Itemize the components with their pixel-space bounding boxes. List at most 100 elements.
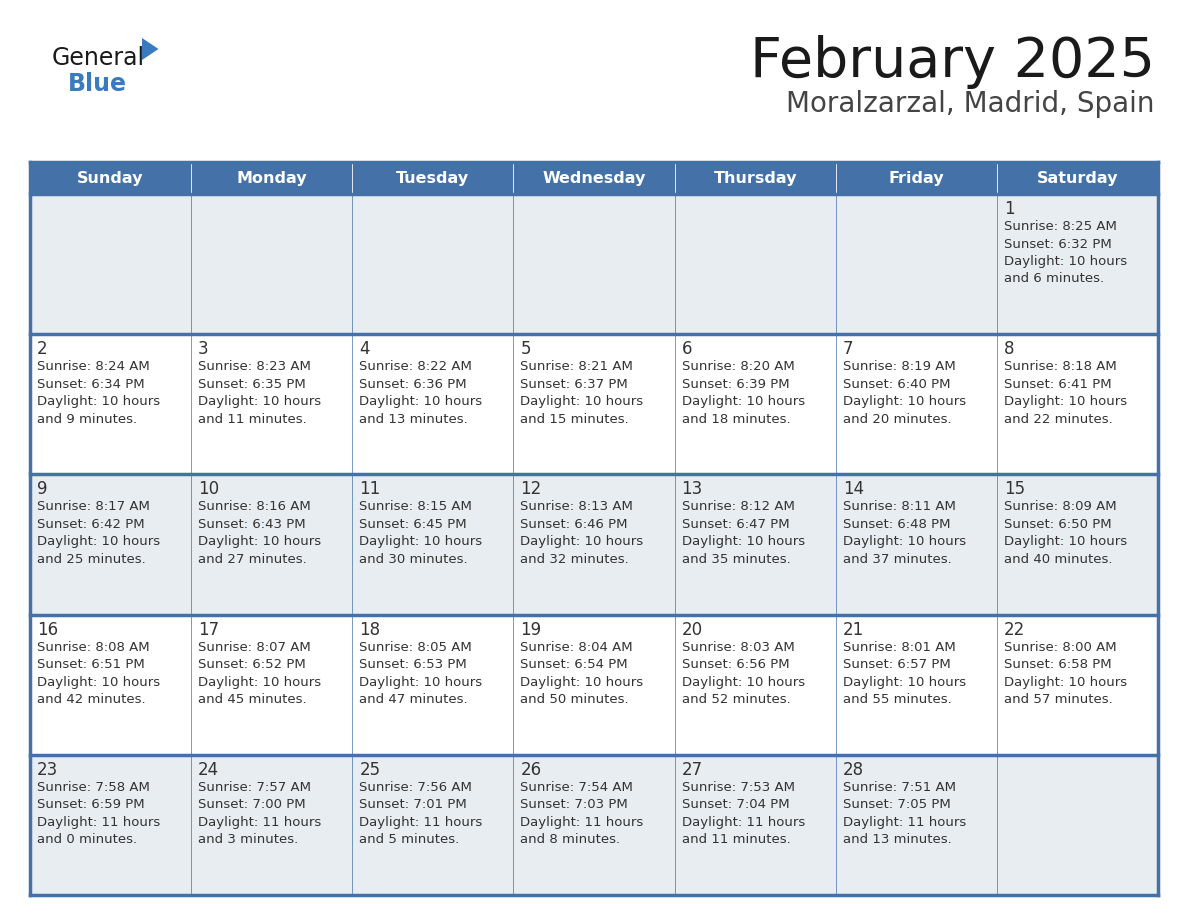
Text: Sunset: 6:36 PM: Sunset: 6:36 PM bbox=[359, 377, 467, 391]
Text: and 5 minutes.: and 5 minutes. bbox=[359, 834, 460, 846]
Text: 5: 5 bbox=[520, 341, 531, 358]
Text: Sunset: 6:34 PM: Sunset: 6:34 PM bbox=[37, 377, 145, 391]
Text: Sunset: 6:59 PM: Sunset: 6:59 PM bbox=[37, 799, 145, 812]
Text: Sunrise: 8:15 AM: Sunrise: 8:15 AM bbox=[359, 500, 472, 513]
Text: Sunrise: 8:23 AM: Sunrise: 8:23 AM bbox=[198, 360, 311, 374]
Text: Daylight: 10 hours: Daylight: 10 hours bbox=[1004, 396, 1127, 409]
Text: Daylight: 10 hours: Daylight: 10 hours bbox=[1004, 255, 1127, 268]
Text: Sunset: 7:03 PM: Sunset: 7:03 PM bbox=[520, 799, 628, 812]
Text: 1: 1 bbox=[1004, 200, 1015, 218]
Text: Sunrise: 8:08 AM: Sunrise: 8:08 AM bbox=[37, 641, 150, 654]
Text: Saturday: Saturday bbox=[1037, 171, 1118, 185]
Text: and 8 minutes.: and 8 minutes. bbox=[520, 834, 620, 846]
Text: Thursday: Thursday bbox=[713, 171, 797, 185]
Bar bbox=[30, 475, 1158, 614]
Text: 15: 15 bbox=[1004, 480, 1025, 498]
Text: Sunset: 6:48 PM: Sunset: 6:48 PM bbox=[842, 518, 950, 531]
Text: Daylight: 10 hours: Daylight: 10 hours bbox=[37, 535, 160, 548]
Text: Daylight: 10 hours: Daylight: 10 hours bbox=[842, 535, 966, 548]
Text: Daylight: 10 hours: Daylight: 10 hours bbox=[842, 676, 966, 688]
Polygon shape bbox=[143, 38, 158, 60]
Bar bbox=[30, 194, 1158, 334]
Text: Sunset: 6:56 PM: Sunset: 6:56 PM bbox=[682, 658, 789, 671]
Text: February 2025: February 2025 bbox=[750, 35, 1155, 89]
Text: 26: 26 bbox=[520, 761, 542, 778]
Text: Sunrise: 8:03 AM: Sunrise: 8:03 AM bbox=[682, 641, 795, 654]
Text: Sunrise: 8:07 AM: Sunrise: 8:07 AM bbox=[198, 641, 311, 654]
Text: Daylight: 10 hours: Daylight: 10 hours bbox=[359, 396, 482, 409]
Bar bbox=[675, 162, 835, 194]
Text: 18: 18 bbox=[359, 621, 380, 639]
Text: Sunrise: 8:20 AM: Sunrise: 8:20 AM bbox=[682, 360, 795, 374]
Text: Sunset: 6:37 PM: Sunset: 6:37 PM bbox=[520, 377, 628, 391]
Text: Sunset: 6:53 PM: Sunset: 6:53 PM bbox=[359, 658, 467, 671]
Text: Sunrise: 8:05 AM: Sunrise: 8:05 AM bbox=[359, 641, 472, 654]
Text: and 50 minutes.: and 50 minutes. bbox=[520, 693, 630, 706]
Text: Blue: Blue bbox=[68, 72, 127, 96]
Text: Sunrise: 8:13 AM: Sunrise: 8:13 AM bbox=[520, 500, 633, 513]
Bar bbox=[353, 162, 513, 194]
Text: 25: 25 bbox=[359, 761, 380, 778]
Text: Daylight: 10 hours: Daylight: 10 hours bbox=[198, 535, 321, 548]
Text: 2: 2 bbox=[37, 341, 48, 358]
Text: 21: 21 bbox=[842, 621, 864, 639]
Text: 23: 23 bbox=[37, 761, 58, 778]
Text: 14: 14 bbox=[842, 480, 864, 498]
Bar bbox=[835, 162, 997, 194]
Text: Sunrise: 8:04 AM: Sunrise: 8:04 AM bbox=[520, 641, 633, 654]
Bar bbox=[997, 162, 1158, 194]
Text: and 35 minutes.: and 35 minutes. bbox=[682, 553, 790, 565]
Text: Daylight: 10 hours: Daylight: 10 hours bbox=[682, 396, 804, 409]
Text: and 18 minutes.: and 18 minutes. bbox=[682, 413, 790, 426]
Text: and 42 minutes.: and 42 minutes. bbox=[37, 693, 146, 706]
Text: and 13 minutes.: and 13 minutes. bbox=[842, 834, 952, 846]
Text: Daylight: 10 hours: Daylight: 10 hours bbox=[1004, 535, 1127, 548]
Text: and 57 minutes.: and 57 minutes. bbox=[1004, 693, 1113, 706]
Bar bbox=[513, 162, 675, 194]
Text: Daylight: 10 hours: Daylight: 10 hours bbox=[520, 535, 644, 548]
Text: 16: 16 bbox=[37, 621, 58, 639]
Text: and 11 minutes.: and 11 minutes. bbox=[682, 834, 790, 846]
Text: Sunrise: 7:56 AM: Sunrise: 7:56 AM bbox=[359, 781, 472, 794]
Text: Sunset: 6:50 PM: Sunset: 6:50 PM bbox=[1004, 518, 1112, 531]
Bar bbox=[191, 162, 353, 194]
Text: Sunset: 7:00 PM: Sunset: 7:00 PM bbox=[198, 799, 305, 812]
Text: 7: 7 bbox=[842, 341, 853, 358]
Text: Daylight: 10 hours: Daylight: 10 hours bbox=[359, 676, 482, 688]
Text: and 0 minutes.: and 0 minutes. bbox=[37, 834, 137, 846]
Text: 11: 11 bbox=[359, 480, 380, 498]
Text: Sunset: 6:32 PM: Sunset: 6:32 PM bbox=[1004, 238, 1112, 251]
Text: 24: 24 bbox=[198, 761, 220, 778]
Text: and 27 minutes.: and 27 minutes. bbox=[198, 553, 307, 565]
Text: Daylight: 11 hours: Daylight: 11 hours bbox=[37, 816, 160, 829]
Text: and 22 minutes.: and 22 minutes. bbox=[1004, 413, 1113, 426]
Text: Sunset: 6:46 PM: Sunset: 6:46 PM bbox=[520, 518, 628, 531]
Text: Daylight: 10 hours: Daylight: 10 hours bbox=[198, 396, 321, 409]
Text: Daylight: 10 hours: Daylight: 10 hours bbox=[520, 396, 644, 409]
Text: Daylight: 10 hours: Daylight: 10 hours bbox=[520, 676, 644, 688]
Text: 9: 9 bbox=[37, 480, 48, 498]
Text: 22: 22 bbox=[1004, 621, 1025, 639]
Text: 28: 28 bbox=[842, 761, 864, 778]
Text: Sunset: 6:57 PM: Sunset: 6:57 PM bbox=[842, 658, 950, 671]
Text: Daylight: 10 hours: Daylight: 10 hours bbox=[1004, 676, 1127, 688]
Text: Sunrise: 7:57 AM: Sunrise: 7:57 AM bbox=[198, 781, 311, 794]
Text: and 3 minutes.: and 3 minutes. bbox=[198, 834, 298, 846]
Text: Sunrise: 8:25 AM: Sunrise: 8:25 AM bbox=[1004, 220, 1117, 233]
Text: 6: 6 bbox=[682, 341, 693, 358]
Text: Sunrise: 8:19 AM: Sunrise: 8:19 AM bbox=[842, 360, 955, 374]
Bar bbox=[30, 614, 1158, 755]
Text: Daylight: 10 hours: Daylight: 10 hours bbox=[198, 676, 321, 688]
Text: Sunset: 6:51 PM: Sunset: 6:51 PM bbox=[37, 658, 145, 671]
Text: Sunrise: 8:18 AM: Sunrise: 8:18 AM bbox=[1004, 360, 1117, 374]
Text: 8: 8 bbox=[1004, 341, 1015, 358]
Text: Sunset: 6:42 PM: Sunset: 6:42 PM bbox=[37, 518, 145, 531]
Text: Sunset: 6:35 PM: Sunset: 6:35 PM bbox=[198, 377, 305, 391]
Text: Daylight: 10 hours: Daylight: 10 hours bbox=[359, 535, 482, 548]
Text: Sunrise: 8:21 AM: Sunrise: 8:21 AM bbox=[520, 360, 633, 374]
Text: Sunset: 6:43 PM: Sunset: 6:43 PM bbox=[198, 518, 305, 531]
Text: and 30 minutes.: and 30 minutes. bbox=[359, 553, 468, 565]
Text: Sunrise: 7:51 AM: Sunrise: 7:51 AM bbox=[842, 781, 955, 794]
Text: and 25 minutes.: and 25 minutes. bbox=[37, 553, 146, 565]
Text: Sunrise: 8:17 AM: Sunrise: 8:17 AM bbox=[37, 500, 150, 513]
